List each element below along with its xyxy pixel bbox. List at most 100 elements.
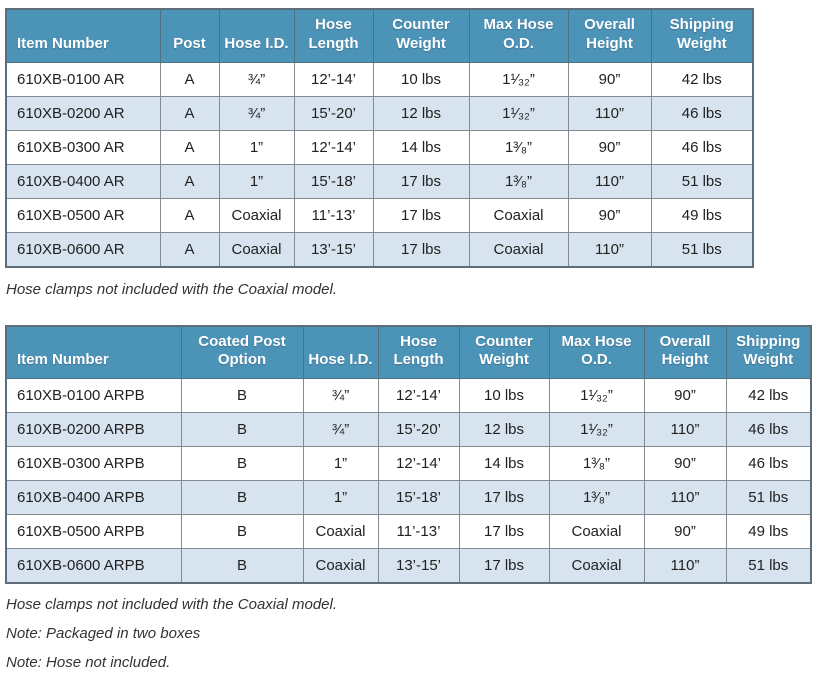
note-packaged-two-boxes: Note: Packaged in two boxes xyxy=(6,625,201,642)
table-cell: Coaxial xyxy=(548,548,645,584)
table-cell: 14 lbs xyxy=(372,129,470,165)
table-cell: 17 lbs xyxy=(372,197,470,233)
item-number-cell: 610XB-0100 ARPB xyxy=(5,378,182,413)
table-cell: 15’-20’ xyxy=(293,95,374,131)
column-header-shipping-weight: Shipping Weight xyxy=(650,8,754,63)
table-cell: 1” xyxy=(302,480,379,515)
table-cell: 17 lbs xyxy=(458,514,550,549)
table-cell: 90” xyxy=(567,129,652,165)
table-cell: A xyxy=(159,129,220,165)
table-cell: 90” xyxy=(567,61,652,97)
table-row: 610XB-0500 AR A Coaxial 11’-13’ 17 lbs Coaxia… xyxy=(5,197,754,233)
column-header-overall-height: Overall Height xyxy=(567,8,652,63)
item-number-cell: 610XB-0600 ARPB xyxy=(5,548,182,584)
table-cell: 1³⁄₈” xyxy=(548,480,645,515)
table-cell: 12 lbs xyxy=(458,412,550,447)
table-cell: 42 lbs xyxy=(725,378,812,413)
item-number-cell: 610XB-0600 AR xyxy=(5,231,161,267)
table-cell: 12’-14’ xyxy=(377,378,460,413)
table-cell: 51 lbs xyxy=(650,231,754,267)
table-cell: A xyxy=(159,95,220,131)
item-number-cell: 610XB-0200 ARPB xyxy=(5,412,182,447)
table-header-row: Item Number Post Hose I.D. Hose Length C… xyxy=(5,8,754,63)
note-hose-not-included: Note: Hose not included. xyxy=(6,654,171,671)
column-header-shipping-weight: Shipping Weight xyxy=(725,325,812,379)
table-cell: Coaxial xyxy=(548,514,645,549)
table-cell: A xyxy=(159,163,220,199)
table-cell: B xyxy=(180,446,304,481)
table-cell: 15’-18’ xyxy=(377,480,460,515)
table-cell: 51 lbs xyxy=(725,480,812,515)
footnotes-section: Hose clamps not included with the Coaxia… xyxy=(5,596,812,671)
table-row: 610XB-0600 AR A Coaxial 13’-15’ 17 lbs Coaxia… xyxy=(5,231,754,267)
column-header-max-hose-od: Max Hose O.D. xyxy=(548,325,645,379)
table-cell: 42 lbs xyxy=(650,61,754,97)
table-cell: 90” xyxy=(643,378,727,413)
table-row: 610XB-0400 ARPB B 1” 15’-18’ 17 lbs 1³⁄₈” 110”… xyxy=(5,480,812,515)
table-cell: 17 lbs xyxy=(372,231,470,267)
table-cell: 110” xyxy=(567,231,652,267)
note-coaxial-table1: Hose clamps not included with the Coaxia… xyxy=(6,280,338,298)
table-cell: 110” xyxy=(643,412,727,447)
table-cell: Coaxial xyxy=(468,231,569,267)
table-row: 610XB-0200 AR A ¾” 15’-20’ 12 lbs 1¹⁄₃₂” 110” 4… xyxy=(5,95,754,131)
spec-table-arpb: Item Number Coated Post Option Hose I.D.… xyxy=(5,324,812,584)
item-number-cell: 610XB-0500 AR xyxy=(5,197,161,233)
table-cell: 13’-15’ xyxy=(377,548,460,584)
table-header-row: Item Number Coated Post Option Hose I.D.… xyxy=(5,325,812,379)
table-cell: ¾” xyxy=(302,378,379,413)
table-cell: 46 lbs xyxy=(650,95,754,131)
table-cell: B xyxy=(180,548,304,584)
table-cell: 51 lbs xyxy=(650,163,754,199)
column-header-hose-id: Hose I.D. xyxy=(218,8,295,63)
table-cell: 1¹⁄₃₂” xyxy=(548,412,645,447)
table-cell: 13’-15’ xyxy=(293,231,374,267)
table-cell: 1” xyxy=(218,129,295,165)
table-cell: 110” xyxy=(643,548,727,584)
table-cell: Coaxial xyxy=(218,231,295,267)
column-header-counter-weight: Counter Weight xyxy=(372,8,470,63)
table-cell: A xyxy=(159,61,220,97)
spec-table-ar: Item Number Post Hose I.D. Hose Length C… xyxy=(5,8,754,268)
table-cell: 10 lbs xyxy=(372,61,470,97)
table-cell: Coaxial xyxy=(302,514,379,549)
item-number-cell: 610XB-0500 ARPB xyxy=(5,514,182,549)
table-cell: ¾” xyxy=(218,95,295,131)
item-number-cell: 610XB-0100 AR xyxy=(5,61,161,97)
table-cell: 15’-18’ xyxy=(293,163,374,199)
table-cell: 110” xyxy=(567,95,652,131)
table-cell: 51 lbs xyxy=(725,548,812,584)
table-cell: 90” xyxy=(643,514,727,549)
column-header-item-number: Item Number xyxy=(5,325,182,379)
table-cell: Coaxial xyxy=(218,197,295,233)
table-cell: 1¹⁄₃₂” xyxy=(468,95,569,131)
table-cell: 1³⁄₈” xyxy=(548,446,645,481)
table-cell: 17 lbs xyxy=(458,548,550,584)
table-cell: A xyxy=(159,231,220,267)
table-cell: 46 lbs xyxy=(725,412,812,447)
table-cell: 1³⁄₈” xyxy=(468,163,569,199)
table-row: 610XB-0300 ARPB B 1” 12’-14’ 14 lbs 1³⁄₈” 90” 4… xyxy=(5,446,812,481)
table-cell: 1” xyxy=(218,163,295,199)
table-row: 610XB-0400 AR A 1” 15’-18’ 17 lbs 1³⁄₈” 110” 51… xyxy=(5,163,754,199)
table-cell: 1¹⁄₃₂” xyxy=(548,378,645,413)
column-header-post: Post xyxy=(159,8,220,63)
table-cell: 14 lbs xyxy=(458,446,550,481)
table-cell: B xyxy=(180,378,304,413)
column-header-overall-height: Overall Height xyxy=(643,325,727,379)
column-header-max-hose-od: Max Hose O.D. xyxy=(468,8,569,63)
table-cell: 46 lbs xyxy=(725,446,812,481)
table-row: 610XB-0100 ARPB B ¾” 12’-14’ 10 lbs 1¹⁄₃₂” 90”… xyxy=(5,378,812,413)
column-header-item-number: Item Number xyxy=(5,8,161,63)
table-cell: 1¹⁄₃₂” xyxy=(468,61,569,97)
column-header-hose-id: Hose I.D. xyxy=(302,325,379,379)
column-header-counter-weight: Counter Weight xyxy=(458,325,550,379)
table-cell: B xyxy=(180,480,304,515)
column-header-hose-length: Hose Length xyxy=(293,8,374,63)
table-row: 610XB-0500 ARPB B Coaxial 11’-13’ 17 lbs Coax… xyxy=(5,514,812,549)
table-cell: 110” xyxy=(567,163,652,199)
table-row: 610XB-0300 AR A 1” 12’-14’ 14 lbs 1³⁄₈” 90” 46 … xyxy=(5,129,754,165)
table-cell: 49 lbs xyxy=(725,514,812,549)
table-cell: 11’-13’ xyxy=(293,197,374,233)
item-number-cell: 610XB-0300 ARPB xyxy=(5,446,182,481)
